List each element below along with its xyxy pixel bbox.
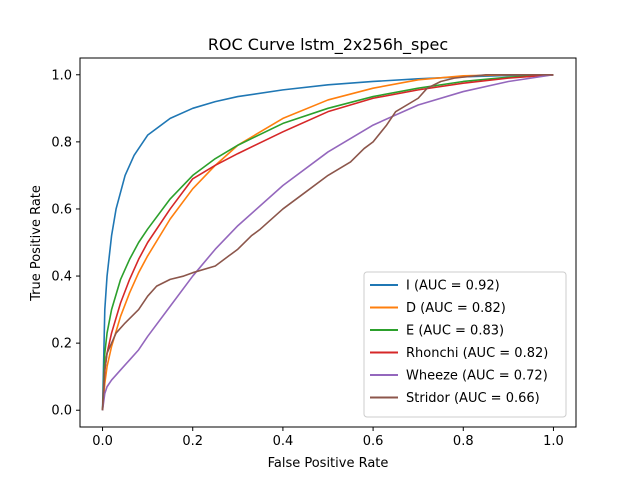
legend-entry: Wheeze (AUC = 0.72) — [406, 369, 548, 384]
y-tick-label: 0.8 — [51, 135, 72, 150]
legend-entry: D (AUC = 0.82) — [406, 301, 506, 316]
series-line-1 — [101, 73, 554, 411]
x-axis-label: False Positive Rate — [268, 456, 389, 471]
x-tick-label: 0.0 — [92, 434, 113, 449]
legend-entry: Rhonchi (AUC = 0.82) — [406, 346, 548, 361]
plot-frame — [79, 57, 577, 428]
legend: I (AUC = 0.92) D (AUC = 0.82) E (AUC = 0.8… — [363, 271, 567, 418]
y-tick-label: 0.2 — [51, 337, 72, 352]
series-line-3 — [101, 73, 554, 411]
chart-title: ROC Curve lstm_2x256h_spec — [208, 35, 448, 55]
x-tick-label: 1.0 — [543, 434, 564, 449]
y-tick-label: 0.4 — [51, 270, 72, 285]
axes: 0.0 0.2 0.4 0.6 0.8 1.0 0.0 0.2 0.4 0.6 0.8 1.0 — [51, 57, 577, 449]
y-axis-label: True Positive Rate — [29, 185, 44, 302]
y-tick-label: 0.0 — [51, 404, 72, 419]
y-tick-label: 0.6 — [51, 202, 72, 217]
x-tick-label: 0.4 — [273, 434, 294, 449]
series-line-2 — [101, 73, 554, 411]
series-line-5 — [101, 73, 554, 411]
legend-entry: Stridor (AUC = 0.66) — [406, 391, 540, 406]
series-line-0 — [101, 73, 554, 411]
legend-entry: I (AUC = 0.92) — [406, 279, 500, 294]
legend-box — [363, 271, 567, 418]
x-tick-label: 0.6 — [363, 434, 384, 449]
y-tick-label: 1.0 — [51, 68, 72, 83]
x-tick-label: 0.2 — [182, 434, 203, 449]
plot-area — [101, 73, 554, 411]
series-line-4 — [101, 73, 554, 411]
legend-entry: E (AUC = 0.83) — [406, 324, 504, 339]
x-tick-label: 0.8 — [453, 434, 474, 449]
